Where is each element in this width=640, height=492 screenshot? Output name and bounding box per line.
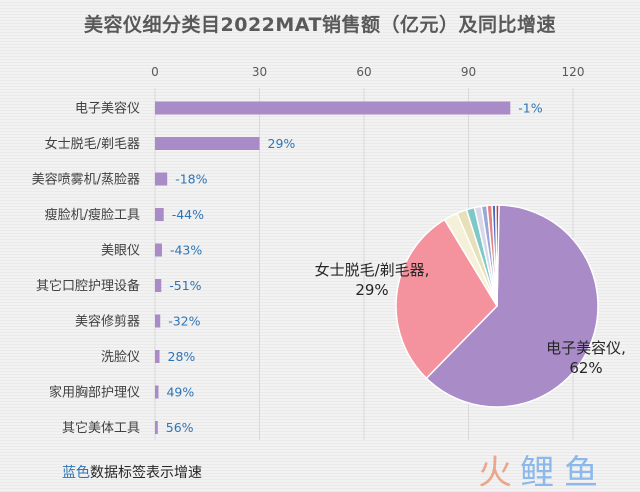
category-label: 其它口腔护理设备 [36, 278, 140, 294]
growth-label: -43% [170, 243, 202, 258]
pie-slice [395, 218, 498, 380]
pie-label: 电子美容仪, 62% [546, 339, 626, 377]
x-tick-label: 90 [461, 65, 476, 79]
legend-note: 蓝色数据标签表示增速 [62, 462, 202, 482]
x-tick-label: 30 [252, 65, 267, 79]
note-text: 数据标签表示增速 [90, 465, 202, 481]
watermark-logo: 火 鲤 鱼 [478, 453, 598, 492]
x-tick-label: 120 [562, 65, 585, 79]
bar [155, 385, 159, 399]
category-label: 洗脸仪 [101, 350, 140, 365]
growth-label: 56% [166, 420, 194, 435]
x-tick-label: 0 [151, 65, 159, 79]
bar [155, 421, 158, 434]
growth-label: -1% [518, 101, 542, 116]
bar [155, 208, 164, 221]
pie-labels: 电子美容仪, 62% 女士脱毛/剃毛器, 29% [315, 261, 626, 377]
bar [155, 172, 168, 186]
svg-text:火: 火 [478, 453, 512, 492]
bar [155, 101, 511, 115]
category-label: 美容修剪器 [75, 314, 140, 330]
growth-label: -18% [175, 172, 207, 187]
category-label: 其它美体工具 [62, 420, 140, 436]
note-blue-text: 蓝色 [62, 465, 90, 481]
category-label: 瘦脸机/瘦脸工具 [45, 207, 140, 223]
bar [155, 314, 161, 328]
growth-label: -32% [168, 314, 200, 329]
bar [155, 350, 160, 363]
growth-label: 49% [166, 385, 194, 400]
category-label: 美眼仪 [101, 244, 140, 259]
growth-label: 28% [168, 349, 196, 364]
svg-text:鲤: 鲤 [520, 453, 554, 492]
pie-slice [425, 204, 599, 408]
pie-chart [395, 204, 599, 408]
category-labels: 电子美容仪女士脱毛/剃毛器美容喷雾机/蒸脸器瘦脸机/瘦脸工具美眼仪其它口腔护理设… [32, 101, 140, 437]
bars [155, 101, 511, 434]
growth-label: -44% [172, 207, 204, 222]
category-label: 家用胸部护理仪 [49, 385, 140, 401]
growth-label: 29% [268, 136, 296, 151]
growth-labels: -1% 29% -18% -44% -43% -51% -32% 28% 49% 56% [166, 101, 543, 436]
category-label: 电子美容仪 [75, 101, 140, 117]
x-tick-label: 60 [356, 65, 371, 79]
category-label: 美容喷雾机/蒸脸器 [32, 172, 140, 188]
bar [155, 137, 260, 150]
growth-label: -51% [169, 278, 201, 293]
svg-text:鱼: 鱼 [564, 453, 598, 492]
pie-slice [495, 204, 500, 307]
x-tick-labels: 0 30 60 90 120 [151, 65, 584, 79]
chart-title: 美容仪细分类目2022MAT销售额（亿元）及同比增速 [84, 14, 556, 36]
pie-label: 女士脱毛/剃毛器, 29% [315, 261, 430, 299]
bar [155, 243, 162, 257]
bar [155, 279, 162, 292]
category-label: 女士脱毛/剃毛器 [45, 136, 140, 152]
